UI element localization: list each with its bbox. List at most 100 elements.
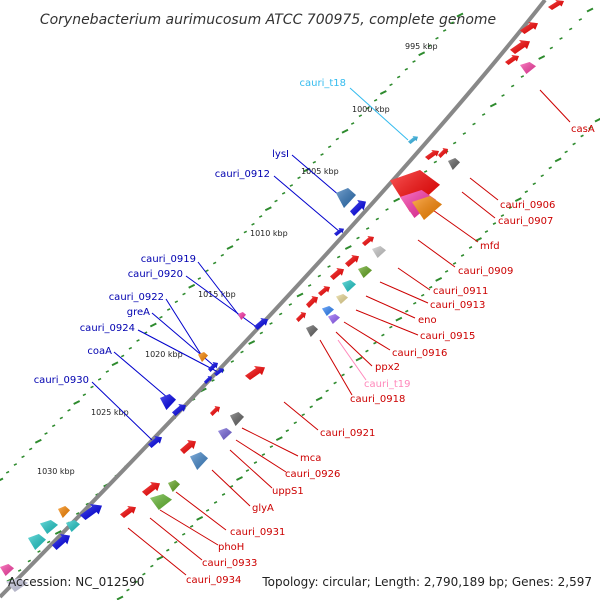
gene-glyph-shade [40,520,58,534]
label-greA: greA [127,307,150,318]
tick-mark [435,276,443,282]
tick-mark [404,67,409,71]
label-glyA: glyA [252,503,274,514]
tick-mark [288,303,293,306]
gene-glyph-shade [362,236,374,246]
tick-mark [594,117,600,123]
leader-coaA [113,351,169,399]
tick-mark [235,238,240,242]
label-cauri-0919: cauri_0919 [141,254,196,265]
tick-mark [341,128,349,134]
leader-phoH [159,509,219,546]
tick-mark [251,222,255,226]
ruler-label-1030: 1030 kbp [37,467,75,476]
tick-mark [580,134,584,138]
tick-mark [226,245,234,250]
tick-mark [105,370,110,373]
tick-mark [59,416,64,420]
leader-cauri-0924 [137,329,219,373]
tick-mark [174,540,178,544]
tick-mark [67,408,71,412]
tick-mark [253,461,258,464]
leader-cauri-t18 [349,87,409,141]
label-cauri-0909: cauri_0909 [458,266,513,277]
tick-mark [532,182,537,186]
gene-glyph-shade [438,148,448,158]
gene-glyph-shade [148,436,162,448]
forward-labels: cauri_t18 lysI cauri_0912 cauri_0919 cau… [34,78,346,386]
leader-cauri-t19 [337,339,367,381]
gene-glyph-shade [214,368,224,376]
tick-mark [381,333,385,337]
tick-mark [240,350,244,354]
label-cauri-0907: cauri_0907 [498,216,553,227]
tick-mark [341,373,345,377]
gene-glyph-shade [408,136,418,144]
leader-casA [539,89,571,123]
tick-mark [375,217,380,221]
tick-mark [427,44,432,48]
tick-mark [349,365,353,369]
leader-cauri-0919 [197,261,242,319]
tick-mark [142,572,146,576]
gene-glyph-shade [0,564,14,576]
label-cauri-0933: cauri_0933 [202,558,257,569]
label-casA: casA [571,124,595,135]
tick-mark [212,261,217,265]
tick-mark [435,36,439,40]
leader-cauri-0915 [355,309,419,336]
tick-mark [481,113,486,116]
tick-mark [90,385,94,389]
tick-mark [315,396,323,402]
tick-mark [278,312,283,316]
label-cauri-0913: cauri_0913 [430,300,485,311]
ruler-label-1020: 1020 kbp [145,350,183,359]
leader-glyA [211,469,251,507]
tick-mark [34,438,42,444]
gene-glyph-shade [358,266,372,278]
gene-glyph-shade [180,440,196,454]
tick-mark [174,300,179,304]
tick-mark [134,580,138,584]
accession-text: Accession: NC_012590 [8,575,144,589]
tick-mark [136,339,140,342]
tick-mark [275,436,283,442]
gene-glyph-shade [510,40,530,54]
tick-mark [379,90,387,95]
tick-mark [211,379,215,382]
gene-glyph-shade [204,376,212,384]
leader-mca [241,427,299,457]
gene-glyph-shade [238,312,246,320]
tick-mark [221,493,226,496]
gene-glyph-shade [198,352,208,362]
tick-mark [549,46,554,50]
leader-cauri-0921 [283,401,319,431]
label-cauri-t18: cauri_t18 [300,78,347,89]
label-mfd: mfd [480,241,500,252]
gene-glyph-shade [66,520,80,532]
leader-cauri-0911 [397,267,431,291]
tick-mark [220,253,225,257]
leader-ppx2 [335,331,373,367]
tick-mark [444,269,449,273]
tick-mark [452,261,457,265]
gene-glyph-shade [350,200,366,216]
gene-glyph-shade [318,286,330,296]
tick-mark [472,122,476,126]
tick-mark [442,29,447,32]
gene-glyph-shade [160,394,176,410]
label-mca: mca [300,453,321,464]
leader-cauri-0926 [235,439,287,473]
gene-glyph-shade [390,170,440,212]
tick-mark [205,269,209,273]
tick-mark [468,246,473,249]
tick-mark [389,83,393,87]
tick-mark [289,184,294,187]
tick-mark [248,340,256,345]
tick-mark [116,595,124,600]
label-cauri-0912: cauri_0912 [215,169,270,180]
leader-cauri-0933 [149,517,203,561]
tick-mark [296,292,304,298]
tick-mark [230,360,235,363]
gene-glyph-shade [208,362,218,372]
